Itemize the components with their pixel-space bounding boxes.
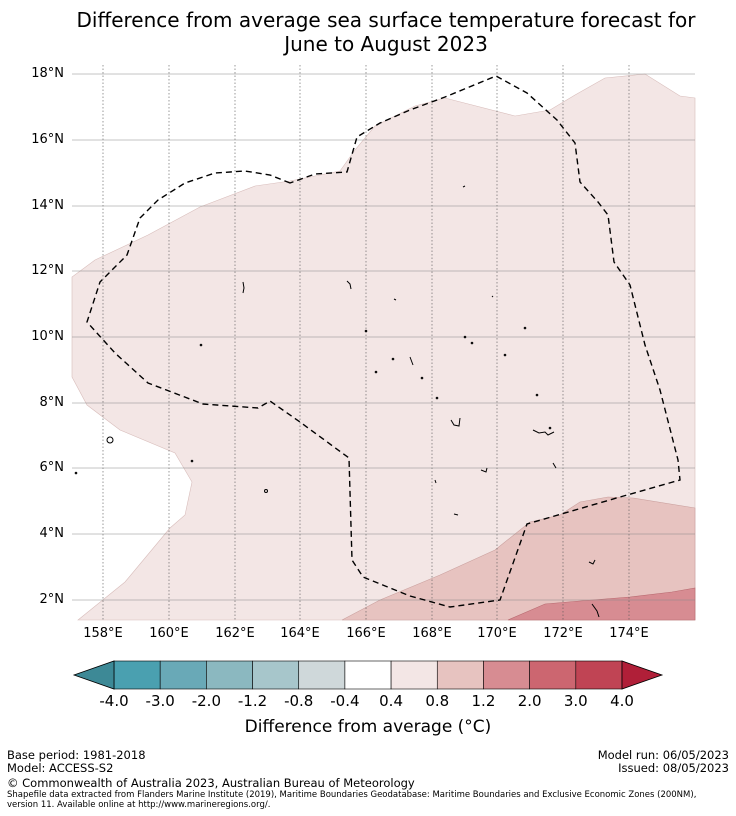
lat-label-16n: 16°N	[31, 132, 64, 147]
lat-label-8n: 8°N	[39, 395, 65, 410]
colorbar-tick: -1.2	[237, 692, 268, 710]
anomaly-band-0.8-1.2	[341, 496, 696, 621]
lat-label-18n: 18°N	[31, 66, 64, 81]
colorbar-tick: -4.0	[99, 692, 129, 710]
data-source: Shapefile data extracted from Flanders M…	[7, 790, 697, 810]
lat-label-14n: 14°N	[31, 198, 64, 213]
colorbar-swatch	[298, 660, 346, 690]
colorbar-swatch	[575, 660, 623, 690]
lon-label-170e: 170°E	[477, 626, 517, 641]
colorbar-swatches	[113, 660, 623, 690]
model-name: Model: ACCESS-S2	[7, 761, 114, 775]
colorbar-label: Difference from average (°C)	[244, 717, 492, 737]
map-title: Difference from average sea surface temp…	[0, 8, 736, 56]
colorbar-extend-low	[72, 660, 115, 690]
colorbar-tick: 2.0	[517, 692, 542, 710]
colorbar-tick: 4.0	[610, 692, 634, 710]
title-line-1: Difference from average sea surface temp…	[76, 8, 696, 32]
lon-label-162e: 162°E	[215, 626, 255, 641]
colorbar-tick: 0.8	[425, 692, 450, 710]
colorbar-swatch	[159, 660, 207, 690]
colorbar-swatch	[436, 660, 484, 690]
lat-label-4n: 4°N	[39, 526, 65, 541]
colorbar	[72, 660, 664, 690]
islands	[74, 185, 600, 618]
lon-label-164e: 164°E	[280, 626, 320, 641]
lon-label-158e: 158°E	[83, 626, 123, 641]
lat-label-6n: 6°N	[39, 460, 65, 475]
colorbar-swatch	[390, 660, 438, 690]
footer-right: Model run: 06/05/2023 Issued: 08/05/2023	[598, 749, 729, 775]
colorbar-swatch	[344, 660, 392, 690]
eez-boundary	[86, 75, 681, 608]
colorbar-tick: -0.8	[284, 692, 314, 710]
colorbar-tick: -3.0	[145, 692, 175, 710]
lon-label-174e: 174°E	[609, 626, 649, 641]
lon-label-160e: 160°E	[149, 626, 189, 641]
colorbar-tick: 3.0	[563, 692, 588, 710]
colorbar-tick: 1.2	[471, 692, 496, 710]
colorbar-extend-high	[621, 660, 664, 690]
lat-label-12n: 12°N	[31, 263, 64, 278]
graticule	[72, 65, 695, 620]
lon-label-166e: 166°E	[346, 626, 386, 641]
copyright: © Commonwealth of Australia 2023, Austra…	[7, 776, 415, 790]
issued-date: Issued: 08/05/2023	[618, 761, 729, 775]
base-period: Base period: 1981-2018	[7, 748, 146, 762]
anomaly-band-1.2-2.0	[507, 587, 696, 621]
lat-label-10n: 10°N	[31, 329, 64, 344]
colorbar-swatch	[206, 660, 253, 690]
colorbar-swatch	[483, 660, 530, 690]
lat-label-2n: 2°N	[39, 592, 65, 607]
colorbar-swatch	[113, 660, 161, 690]
colorbar-swatch	[252, 660, 300, 690]
colorbar-tick: -2.0	[191, 692, 221, 710]
model-run: Model run: 06/05/2023	[597, 748, 729, 762]
colorbar-swatch	[529, 660, 577, 690]
footer-left: Base period: 1981-2018 Model: ACCESS-S2	[7, 749, 146, 775]
lon-label-172e: 172°E	[543, 626, 583, 641]
title-line-2: June to August 2023	[284, 32, 488, 56]
anomaly-band-0.4-0.8	[71, 73, 696, 621]
colorbar-tick: 0.4	[379, 692, 403, 710]
colorbar-tick: -0.4	[330, 692, 360, 710]
lon-label-168e: 168°E	[412, 626, 452, 641]
